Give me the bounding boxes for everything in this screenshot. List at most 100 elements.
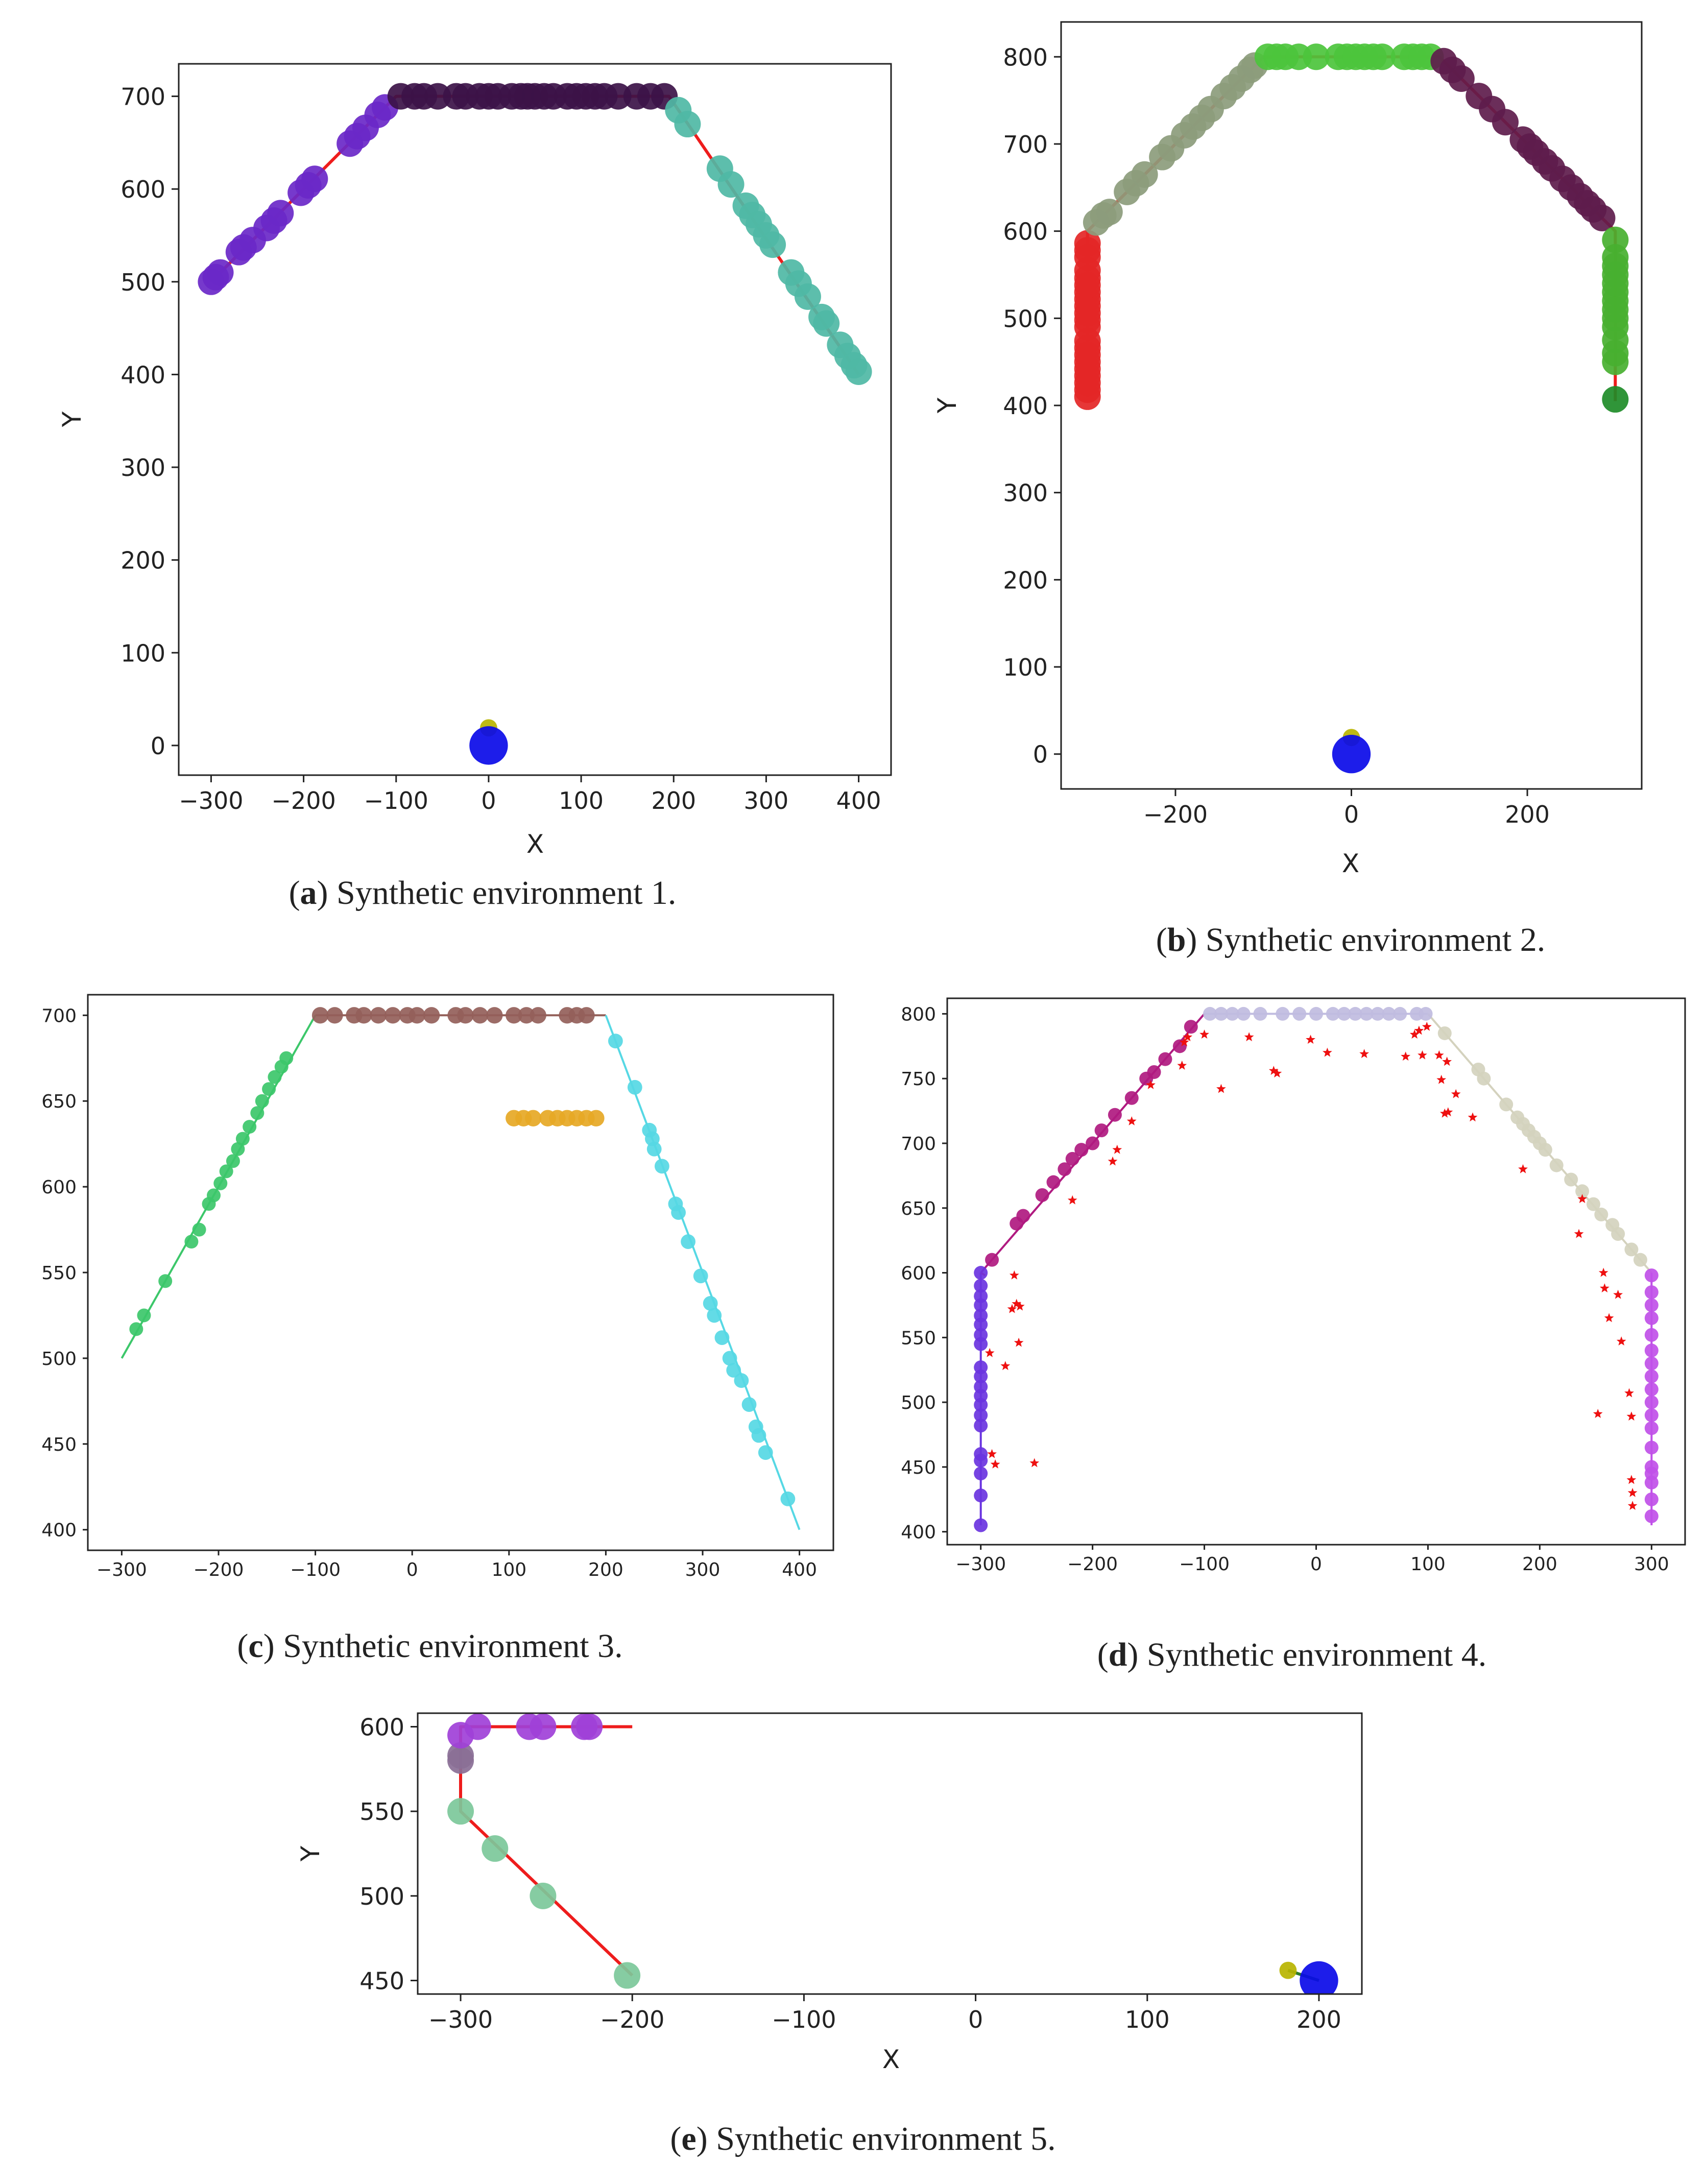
measurement-star: [1126, 1116, 1137, 1125]
data-point: [1016, 1209, 1030, 1223]
data-point: [654, 1159, 669, 1174]
measurement-star: [1179, 1037, 1189, 1047]
axes-frame: [946, 997, 1686, 1546]
x-tick-label: −200: [1143, 801, 1208, 828]
data-point: [1499, 1097, 1514, 1112]
measurement-star: [1244, 1032, 1254, 1042]
data-point: [1225, 1006, 1239, 1021]
data-point: [1644, 1298, 1659, 1312]
data-point: [974, 1419, 988, 1433]
plot-area-c: [121, 1007, 801, 1530]
measurement-star: [1442, 1057, 1452, 1066]
data-point: [409, 1007, 425, 1024]
measurement-star: [1012, 1299, 1022, 1308]
data-point: [1094, 1123, 1109, 1138]
x-tick-label: 0: [968, 2006, 983, 2033]
caption-label: b: [1167, 921, 1186, 958]
data-point: [1279, 1961, 1297, 1979]
data-point: [1644, 1268, 1659, 1283]
chart-b: −200 0 200 0 100 200 300 400 500 600 700 800 X Y (b) S…: [932, 21, 1643, 958]
data-point: [605, 83, 632, 110]
data-point: [974, 1408, 988, 1422]
data-point: [530, 1007, 546, 1024]
data-point: [1326, 1006, 1340, 1021]
data-point: [447, 1742, 474, 1769]
data-point: [707, 1308, 722, 1323]
y-tick-label: 600: [359, 1714, 404, 1741]
y-tick-label: 700: [121, 83, 165, 111]
data-point: [974, 1467, 988, 1481]
data-point: [530, 1713, 557, 1740]
caption-c: (c) Synthetic environment 3.: [237, 1627, 622, 1665]
chart-a: −300 −200 −100 0 100 200 300 400 0 100 200 300 400 50…: [57, 63, 892, 911]
caption-text: Synthetic environment 4.: [1147, 1636, 1486, 1673]
y-tick-label: 400: [41, 1520, 77, 1541]
data-point: [243, 1120, 257, 1134]
data-point: [1368, 43, 1396, 70]
data-point: [588, 1110, 605, 1126]
y-axis-label: Y: [57, 411, 87, 427]
measurement-star: [1598, 1267, 1608, 1277]
data-point: [1348, 1006, 1362, 1021]
data-point: [1096, 199, 1123, 226]
x-tick-label: 100: [1410, 1554, 1446, 1575]
data-point: [1371, 1006, 1385, 1021]
measurement-star: [1029, 1458, 1040, 1468]
data-point: [741, 1397, 757, 1412]
y-tick-label: 450: [41, 1434, 77, 1455]
measurement-star: [1436, 1074, 1447, 1084]
data-point: [1147, 1065, 1161, 1079]
data-point: [1644, 1509, 1659, 1523]
measurement-star: [1626, 1411, 1637, 1421]
data-point: [974, 1518, 988, 1532]
data-point: [734, 1373, 749, 1388]
y-tick-label: 100: [1003, 654, 1048, 681]
y-axis-label: Y: [932, 397, 962, 414]
data-point: [255, 1094, 269, 1108]
data-point: [423, 1007, 440, 1024]
plot-area-d: [974, 1006, 1659, 1532]
data-point: [1564, 1172, 1578, 1187]
data-point: [1158, 1052, 1172, 1066]
caption-text: Synthetic environment 1.: [337, 874, 676, 911]
caption-b: (b) Synthetic environment 2.: [1156, 921, 1546, 958]
data-point: [703, 1296, 718, 1311]
measurement-star: [1627, 1487, 1638, 1497]
caption-text: Synthetic environment 3.: [283, 1627, 622, 1665]
data-point: [681, 1234, 695, 1249]
data-point: [717, 171, 745, 198]
data-point: [192, 1222, 206, 1237]
x-tick-label: −200: [271, 787, 335, 814]
measurement-star: [1468, 1112, 1478, 1122]
measurement-star: [1613, 1289, 1623, 1299]
data-point: [1300, 1961, 1338, 1994]
y-tick-label: 400: [121, 361, 165, 389]
chart-e: −300 −200 −100 0 100 200 450 500 550 600 X Y (e) Syn…: [296, 1712, 1363, 2157]
data-point: [1437, 1026, 1452, 1040]
data-point: [1214, 1006, 1228, 1021]
caption-label: d: [1109, 1636, 1127, 1673]
measurement-star: [1108, 1156, 1118, 1166]
measurement-star: [1627, 1501, 1638, 1510]
data-point: [1382, 1006, 1396, 1021]
measurement-star: [1112, 1144, 1122, 1154]
x-tick-label: 200: [1522, 1554, 1557, 1575]
data-point: [1624, 1242, 1639, 1257]
y-tick-label: 600: [121, 176, 165, 203]
data-point: [471, 1007, 489, 1024]
data-point: [1393, 1006, 1407, 1021]
measurement-star: [1593, 1409, 1603, 1418]
data-point: [1644, 1328, 1659, 1342]
y-tick-label: 200: [1003, 566, 1048, 594]
data-point: [726, 1363, 741, 1378]
x-tick-label: −100: [364, 787, 428, 814]
x-tick-label: 100: [559, 787, 604, 814]
y-tick-label: 450: [359, 1967, 404, 1995]
data-point: [794, 283, 821, 310]
data-point: [1644, 1492, 1659, 1506]
y-axis-label: Y: [296, 1845, 325, 1862]
measurement-star: [1616, 1336, 1626, 1346]
data-point: [1644, 1441, 1659, 1455]
measurement-star: [1439, 1108, 1450, 1118]
y-tick-label: 400: [901, 1522, 936, 1543]
